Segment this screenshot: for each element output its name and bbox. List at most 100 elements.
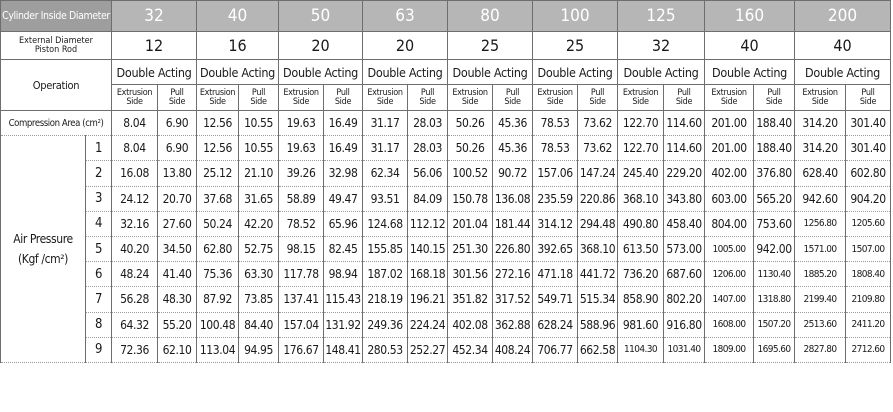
value-cell: 272.16 [492,261,534,288]
extrusion-side-label: Extrusion Side [278,84,325,111]
value-cell: 84.09 [407,185,449,212]
value-cell: 201.04 [447,210,494,237]
value-cell: 78.53 [532,109,579,137]
bore-100: 100 [532,0,619,32]
value-cell: 471.18 [532,261,579,288]
operation-label: Operation [0,59,113,111]
value-cell: 251.30 [447,235,494,263]
value-cell: 628.40 [794,160,847,187]
cylinder-force-table: Cylinder Inside Diameter 32 40 50 63 80 100 12… [0,0,892,363]
pressure-row: 4 32.16 27.60 50.24 42.20 78.52 65.96 124.68 112… [1,210,892,237]
value-cell: 52.75 [238,235,280,263]
value-cell: 2199.40 [794,286,847,313]
value-cell: 1608.00 [704,311,755,338]
rod-diameter: 12 [111,31,198,60]
value-cell: 201.00 [704,109,755,137]
value-cell: 12.56 [196,109,240,137]
value-cell: 90.72 [492,160,534,187]
value-cell: 317.52 [492,286,534,313]
value-cell: 1407.00 [704,286,755,313]
operation-mode: Double Acting [447,59,534,85]
value-cell: 402.08 [447,311,494,338]
value-cell: 687.60 [663,261,706,288]
value-cell: 252.27 [407,336,449,363]
rod-label-line2: Piston Rod [34,44,78,55]
pull-line1: Pull [420,87,435,98]
rod-diameter: 40 [704,31,796,60]
value-cell: 942.00 [753,235,796,263]
air-pressure-label: Air Pressure (Kgf /cm²) [0,135,86,363]
extrusion-line1: Extrusion [537,87,573,98]
bore-label: Cylinder Inside Diameter [0,0,113,32]
value-cell: 122.70 [617,109,665,137]
pull-side-label: Pull Side [407,84,449,111]
value-cell: 100.52 [447,160,494,187]
value-cell: 408.24 [492,336,534,363]
value-cell: 28.03 [407,135,449,162]
value-cell: 49.47 [323,185,364,212]
extrusion-line1: Extrusion [452,87,488,98]
value-cell: 2712.60 [845,336,892,363]
extrusion-line2: Side [720,96,738,107]
value-cell: 10.55 [238,135,280,162]
value-cell: 114.60 [663,109,706,137]
extrusion-line1: Extrusion [367,87,403,98]
value-cell: 196.21 [407,286,449,313]
pull-line2: Side [859,96,877,107]
value-cell: 1031.40 [663,336,706,363]
value-cell: 2827.80 [794,336,847,363]
operation-row: Operation Double Acting Double Acting Doub… [0,59,892,111]
value-cell: 19.63 [278,109,325,137]
operation-mode: Double Acting [278,59,364,85]
value-cell: 137.41 [278,286,325,313]
extrusion-line1: Extrusion [199,87,236,98]
value-cell: 63.30 [238,261,280,288]
value-cell: 73.85 [238,286,280,313]
pressure-index: 9 [84,336,113,363]
pull-side-label: Pull Side [492,84,534,111]
pull-line2: Side [250,96,267,107]
value-cell: 37.68 [196,185,240,212]
pressure-row: 2 16.08 13.80 25.12 21.10 39.26 32.98 62.34 56.0… [1,160,892,187]
extrusion-line2: Side [126,96,143,107]
value-cell: 220.86 [577,185,619,212]
rod-diameter: 32 [617,31,706,60]
pressure-row: 7 56.28 48.30 87.92 73.85 137.41 115.43 218.19 1… [1,286,892,313]
value-cell: 93.51 [362,185,409,212]
rod-diameter: 20 [278,31,364,60]
rod-diameter: 25 [447,31,534,60]
value-cell: 662.58 [577,336,619,363]
value-cell: 736.20 [617,261,665,288]
pressure-row: 9 72.36 62.10 113.04 94.95 176.67 148.41 280.53… [1,336,892,363]
pressure-index: 7 [84,286,113,313]
rod-diameter: 16 [196,31,280,60]
bore-32: 32 [111,0,198,32]
rod-row: External Diameter Piston Rod 12 16 20 20 25 2… [0,31,892,60]
extrusion-side-label: Extrusion Side [794,84,847,111]
pressure-row: 5 40.20 34.50 62.80 52.75 98.15 82.45 155.85 140… [1,235,892,263]
value-cell: 916.80 [663,311,706,338]
bore-header-row: Cylinder Inside Diameter 32 40 50 63 80 100 12… [0,0,892,32]
value-cell: 122.70 [617,135,665,162]
value-cell: 280.53 [362,336,409,363]
pull-side-label: Pull Side [238,84,280,111]
value-cell: 34.50 [157,235,198,263]
bore-125: 125 [617,0,706,32]
value-cell: 25.12 [196,160,240,187]
operation-mode: Double Acting [362,59,449,85]
value-cell: 42.20 [238,210,280,237]
value-cell: 32.16 [111,210,159,237]
value-cell: 50.24 [196,210,240,237]
value-cell: 301.40 [845,109,892,137]
pull-line2: Side [419,96,436,107]
value-cell: 706.77 [532,336,579,363]
value-cell: 490.80 [617,210,665,237]
value-cell: 73.62 [577,109,619,137]
value-cell: 249.36 [362,311,409,338]
value-cell: 1695.60 [753,336,796,363]
pull-line1: Pull [590,87,605,98]
value-cell: 31.65 [238,185,280,212]
pull-line1: Pull [170,87,184,98]
side-row: Extrusion Side Pull Side Extrusion Side Pull Si… [1,84,892,111]
extrusion-line1: Extrusion [116,87,153,98]
